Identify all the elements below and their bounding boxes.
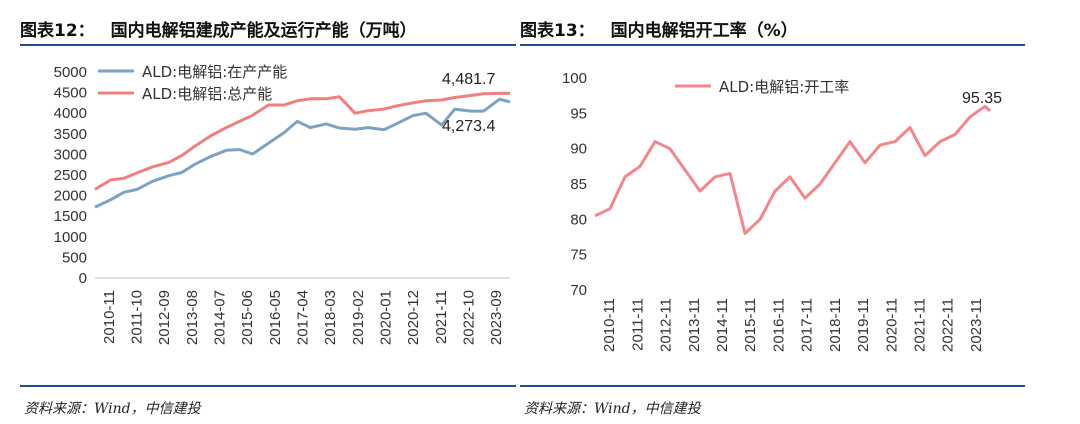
right-chart-panel: 图表13： 国内电解铝开工率（%） 70 75 80 85 90 95 100 2010-11 2… xyxy=(520,0,1080,424)
data-annotation-label: 95.35 xyxy=(962,90,1002,107)
y-tick-label: 1000 xyxy=(54,229,87,246)
x-tick-label: 2011-10 xyxy=(129,290,146,344)
y-tick-label: 80 xyxy=(570,211,587,228)
x-tick-label: 2017-04 xyxy=(295,290,312,345)
x-tick-label: 2020-01 xyxy=(378,290,395,345)
y-tick-label: 1500 xyxy=(54,208,87,225)
x-tick-label: 2018-03 xyxy=(322,290,339,345)
x-tick-label: 2013-11 xyxy=(686,298,703,352)
right-chart-title-number: 图表13： xyxy=(520,21,595,41)
series-line-1 xyxy=(94,97,511,209)
y-tick-label: 4500 xyxy=(54,85,87,102)
y-tick-label: 5000 xyxy=(54,64,87,81)
right-chart-title: 图表13： 国内电解铝开工率（%） xyxy=(520,16,798,41)
left-chart-title-number: 图表12： xyxy=(20,21,95,41)
series-line-1 xyxy=(594,104,992,235)
x-tick-label: 2023-09 xyxy=(488,290,505,345)
x-tick-label: 2010-11 xyxy=(101,290,118,344)
series-line-2 xyxy=(94,91,510,191)
x-tick-label: 2021-11 xyxy=(911,298,928,352)
legend-label: ALD:电解铝:在产产能 xyxy=(142,63,287,81)
x-tick-label: 2020-12 xyxy=(405,290,422,345)
x-tick-label: 2015-06 xyxy=(239,290,256,345)
data-annotation-label: 4,481.7 xyxy=(442,71,495,88)
x-tick-label: 2021-11 xyxy=(433,290,450,344)
y-tick-label: 3000 xyxy=(54,146,87,163)
y-tick-label: 75 xyxy=(570,247,587,264)
x-tick-label: 2013-08 xyxy=(184,290,201,345)
x-tick-label: 2023-11 xyxy=(968,298,985,352)
x-tick-label: 2014-11 xyxy=(714,298,731,352)
x-tick-label: 2020-11 xyxy=(883,298,900,352)
data-annotation-label: 4,273.4 xyxy=(442,118,495,135)
legend-label: ALD:电解铝:总产能 xyxy=(142,85,272,103)
left-bottom-rule xyxy=(20,385,516,387)
y-tick-label: 95 xyxy=(570,105,587,122)
left-source-note: 资料来源：Wind，中信建投 xyxy=(24,401,201,417)
x-tick-label: 2016-11 xyxy=(770,298,787,352)
y-tick-label: 500 xyxy=(62,249,87,266)
left-chart-panel: 图表12： 国内电解铝建成产能及运行产能（万吨） 0 500 1000 1500 2000… xyxy=(0,0,530,424)
legend-label: ALD:电解铝:开工率 xyxy=(719,78,849,96)
x-tick-label: 2012-09 xyxy=(156,290,173,345)
x-tick-label: 2018-11 xyxy=(827,298,844,352)
left-line-chart: 0 500 1000 1500 2000 2500 3000 3500 4000 4500 5000… xyxy=(54,63,511,345)
right-chart-title-text: 国内电解铝开工率（%） xyxy=(610,21,798,41)
x-tick-label: 2010-11 xyxy=(601,298,618,352)
right-bottom-rule xyxy=(520,385,1025,387)
x-tick-label: 2012-11 xyxy=(658,298,675,352)
x-tick-label: 2019-02 xyxy=(350,290,367,345)
y-tick-label: 3500 xyxy=(54,126,87,143)
y-tick-label: 70 xyxy=(570,282,587,299)
x-tick-label: 2022-10 xyxy=(461,290,478,345)
x-tick-label: 2014-07 xyxy=(212,290,229,345)
right-line-chart: 70 75 80 85 90 95 100 2010-11 2011-11 2012-11 2013… xyxy=(562,70,1002,352)
x-tick-label: 2015-11 xyxy=(742,298,759,352)
x-tick-label: 2017-11 xyxy=(799,298,816,352)
y-tick-label: 2500 xyxy=(54,167,87,184)
y-tick-label: 0 xyxy=(79,270,87,287)
y-tick-label: 90 xyxy=(570,141,587,158)
left-chart-title-text: 国内电解铝建成产能及运行产能（万吨） xyxy=(110,21,417,41)
x-tick-label: 2019-11 xyxy=(855,298,872,352)
right-source-note: 资料来源：Wind，中信建投 xyxy=(524,401,701,417)
x-tick-label: 2022-11 xyxy=(940,298,957,352)
x-tick-label: 2016-05 xyxy=(267,290,284,345)
y-tick-label: 4000 xyxy=(54,105,87,122)
y-tick-label: 100 xyxy=(562,70,587,87)
left-top-rule xyxy=(20,44,516,46)
y-tick-label: 85 xyxy=(570,176,587,193)
left-chart-title: 图表12： 国内电解铝建成产能及运行产能（万吨） xyxy=(20,16,417,41)
right-top-rule xyxy=(520,44,1025,46)
x-tick-label: 2011-11 xyxy=(629,298,646,351)
y-tick-label: 2000 xyxy=(54,188,87,205)
